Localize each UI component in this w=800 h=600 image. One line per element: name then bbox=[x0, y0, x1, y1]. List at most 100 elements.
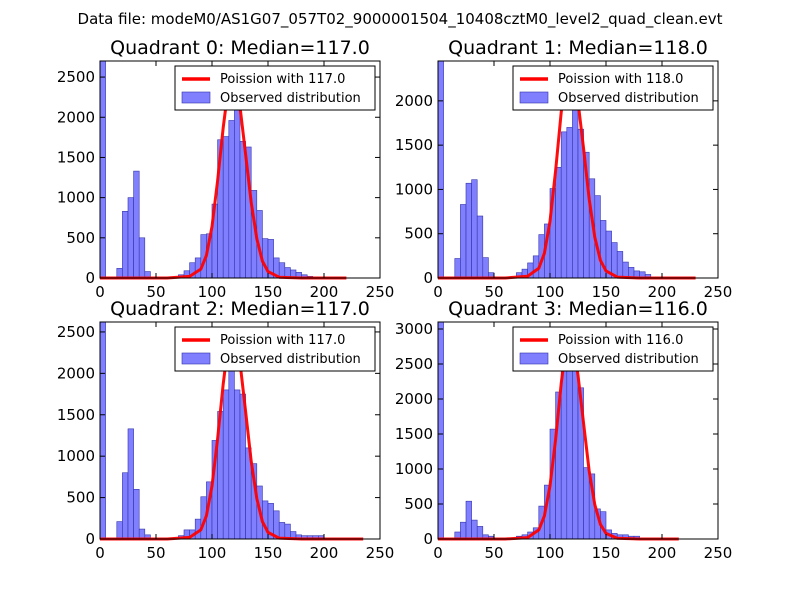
x-tick-label: 150 bbox=[254, 544, 283, 562]
histogram-bar bbox=[437, 60, 444, 279]
histogram-bar bbox=[99, 60, 106, 279]
legend-bar-swatch bbox=[519, 352, 549, 365]
legend-label: Observed distribution bbox=[220, 91, 361, 106]
histogram-bar bbox=[228, 120, 235, 279]
x-tick-label: 100 bbox=[198, 283, 227, 301]
legend-label: Observed distribution bbox=[220, 352, 361, 367]
legend-label: Poission with 118.0 bbox=[558, 72, 683, 87]
x-tick-label: 200 bbox=[648, 544, 677, 562]
y-tick-label: 1000 bbox=[57, 447, 95, 465]
histogram-bar bbox=[476, 526, 484, 540]
legend: Poission with 118.0 Observed distribution bbox=[512, 65, 714, 111]
histogram-bar bbox=[465, 500, 472, 540]
histogram-bar bbox=[133, 170, 140, 279]
y-tick-label: 1500 bbox=[395, 136, 433, 154]
histogram-bar bbox=[460, 521, 467, 540]
panel-title: Quadrant 0: Median=117.0 bbox=[110, 37, 370, 59]
axes-frame bbox=[437, 321, 719, 540]
legend-bar-swatch bbox=[181, 352, 211, 365]
x-tick-label: 50 bbox=[146, 283, 165, 301]
y-tick-label: 2000 bbox=[395, 390, 433, 408]
y-tick-label: 0 bbox=[85, 530, 95, 548]
histogram-bar bbox=[122, 472, 129, 540]
legend-label: Poission with 116.0 bbox=[558, 333, 683, 348]
histogram-bar bbox=[460, 204, 467, 279]
histogram-bar bbox=[583, 467, 590, 540]
histogram-bar bbox=[622, 261, 629, 279]
histogram-bar bbox=[116, 521, 123, 540]
histogram-bar bbox=[555, 166, 562, 279]
y-tick-label: 500 bbox=[404, 495, 433, 513]
histogram-bar bbox=[222, 136, 230, 279]
axes-frame bbox=[99, 321, 381, 540]
histogram-bar bbox=[228, 346, 235, 540]
x-tick-label: 250 bbox=[366, 544, 395, 562]
histogram-bar bbox=[222, 389, 230, 540]
y-tick-label: 1000 bbox=[57, 189, 95, 207]
legend-label: Observed distribution bbox=[558, 352, 699, 367]
y-tick-label: 2000 bbox=[57, 364, 95, 382]
x-tick-label: 50 bbox=[484, 283, 503, 301]
legend-bar-swatch bbox=[181, 91, 211, 104]
x-tick-label: 150 bbox=[592, 283, 621, 301]
y-tick-label: 2500 bbox=[57, 68, 95, 86]
legend: Poission with 117.0 Observed distribution bbox=[174, 65, 376, 111]
panel-quadrant-0: Quadrant 0: Median=117.0 0 50 100 150 200 250… bbox=[57, 37, 395, 301]
y-tick-label: 500 bbox=[404, 225, 433, 243]
legend: Poission with 116.0 Observed distribution bbox=[512, 326, 714, 372]
histogram-bar bbox=[471, 179, 478, 279]
y-tick-label: 2500 bbox=[395, 355, 433, 373]
histogram-bar bbox=[99, 321, 106, 540]
y-tick-label: 0 bbox=[85, 269, 95, 287]
histogram-bar bbox=[122, 210, 129, 279]
histogram-bar bbox=[127, 428, 134, 540]
y-tick-label: 2000 bbox=[57, 108, 95, 126]
axes-frame bbox=[99, 60, 381, 279]
histogram-bar bbox=[454, 258, 461, 279]
x-tick-label: 0 bbox=[95, 544, 105, 562]
x-tick-label: 250 bbox=[704, 544, 733, 562]
panel-title: Quadrant 2: Median=117.0 bbox=[110, 298, 370, 320]
histogram-bar bbox=[482, 257, 489, 279]
x-tick-label: 50 bbox=[484, 544, 503, 562]
histogram-bar bbox=[465, 182, 472, 279]
y-tick-label: 0 bbox=[423, 530, 433, 548]
legend-bar-swatch bbox=[519, 91, 549, 104]
x-tick-label: 0 bbox=[95, 283, 105, 301]
histogram-bar bbox=[138, 237, 146, 279]
legend-label: Observed distribution bbox=[558, 91, 699, 106]
histogram-bar bbox=[133, 489, 140, 540]
x-tick-label: 250 bbox=[366, 283, 395, 301]
x-tick-label: 200 bbox=[310, 544, 339, 562]
y-tick-label: 500 bbox=[66, 489, 95, 507]
legend-label: Poission with 117.0 bbox=[220, 72, 345, 87]
histogram-bar bbox=[278, 522, 286, 540]
panel-title: Quadrant 1: Median=118.0 bbox=[448, 37, 708, 59]
x-tick-label: 50 bbox=[146, 544, 165, 562]
histogram-bar bbox=[471, 519, 478, 540]
y-tick-label: 1500 bbox=[57, 406, 95, 424]
y-tick-label: 2000 bbox=[395, 92, 433, 110]
histogram-bar bbox=[437, 321, 444, 540]
histogram-bar bbox=[234, 389, 241, 540]
legend: Poission with 117.0 Observed distribution bbox=[174, 326, 376, 372]
panel-quadrant-2: Quadrant 2: Median=117.0 0 50 100 150 200 250… bbox=[57, 298, 395, 562]
histogram-bar bbox=[127, 197, 134, 279]
histogram-bar bbox=[611, 242, 618, 279]
x-tick-label: 100 bbox=[198, 544, 227, 562]
y-tick-label: 1500 bbox=[395, 425, 433, 443]
histogram-bar bbox=[560, 131, 568, 279]
y-tick-label: 1000 bbox=[395, 180, 433, 198]
y-tick-label: 0 bbox=[423, 269, 433, 287]
x-tick-label: 200 bbox=[310, 283, 339, 301]
x-tick-label: 0 bbox=[433, 544, 443, 562]
legend-label: Poission with 117.0 bbox=[220, 333, 345, 348]
x-tick-label: 200 bbox=[648, 283, 677, 301]
x-tick-label: 150 bbox=[592, 544, 621, 562]
histogram-bar bbox=[278, 262, 286, 279]
histogram-bar bbox=[572, 364, 579, 540]
y-tick-label: 500 bbox=[66, 229, 95, 247]
x-tick-label: 100 bbox=[536, 544, 565, 562]
histogram-bar bbox=[284, 523, 291, 540]
